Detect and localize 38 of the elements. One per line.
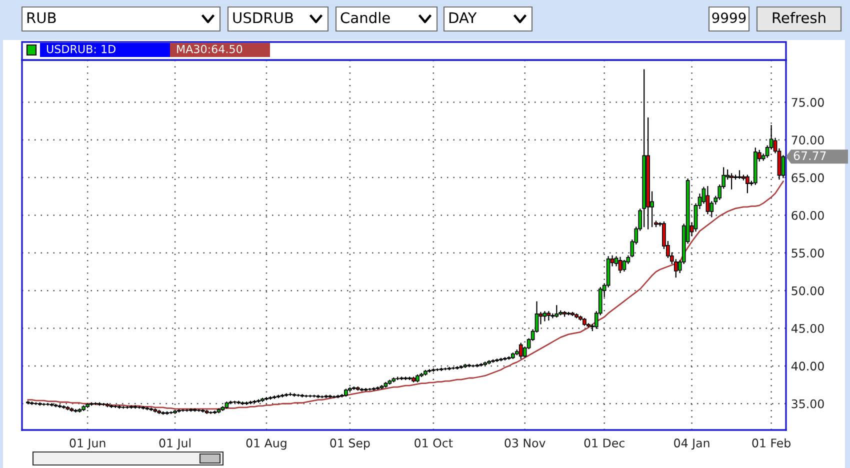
- candlestick: [706, 186, 710, 214]
- text: 9999: [712, 12, 746, 24]
- text: 67.77: [794, 151, 826, 160]
- line-series: [27, 180, 784, 410]
- y-tick-label: 35.00: [792, 399, 824, 408]
- x-tick-label: 01 Feb: [752, 438, 790, 448]
- x-tick-label: 01 Aug: [246, 438, 286, 450]
- x-tick-label: 01 Sep: [330, 438, 370, 450]
- x-tick-label: 01 Jul: [159, 438, 190, 450]
- text: MA30:64.50: [177, 44, 242, 54]
- text: Refresh: [772, 12, 826, 24]
- candlestick: [141, 406, 146, 410]
- candlestick: [746, 174, 750, 194]
- y-tick-label: 45.00: [791, 324, 824, 333]
- y-tick-label: 50.00: [792, 286, 824, 296]
- x-tick-label: 01 Dec: [584, 438, 624, 448]
- text: RUB: [27, 12, 56, 24]
- y-tick-label: 55.00: [792, 248, 824, 258]
- candlestick: [781, 155, 786, 178]
- y-tick-label: 75.00: [792, 98, 824, 107]
- y-tick-label: 65.00: [792, 173, 824, 182]
- y-tick-label: 40.00: [791, 362, 824, 371]
- candlestick: [618, 256, 622, 274]
- candlestick: [730, 173, 734, 190]
- text: Candle: [340, 12, 390, 24]
- candlestick: [518, 342, 523, 359]
- text: USDRUB: [233, 12, 293, 24]
- candlestick: [554, 305, 559, 318]
- candlestick: [622, 260, 626, 272]
- x-tick-label: 03 Nov: [504, 438, 546, 448]
- y-tick-label: 70.00: [792, 136, 824, 145]
- x-tick-label: 01 Oct: [414, 438, 453, 448]
- legend-label: USDRUB: 1D: [46, 44, 116, 54]
- candlestick: [738, 170, 742, 179]
- x-tick-label: 01 Jun: [70, 438, 106, 450]
- text: DAY: [449, 12, 477, 24]
- x-tick-label: 04 Jan: [674, 438, 710, 450]
- y-tick-label: 60.00: [792, 210, 824, 220]
